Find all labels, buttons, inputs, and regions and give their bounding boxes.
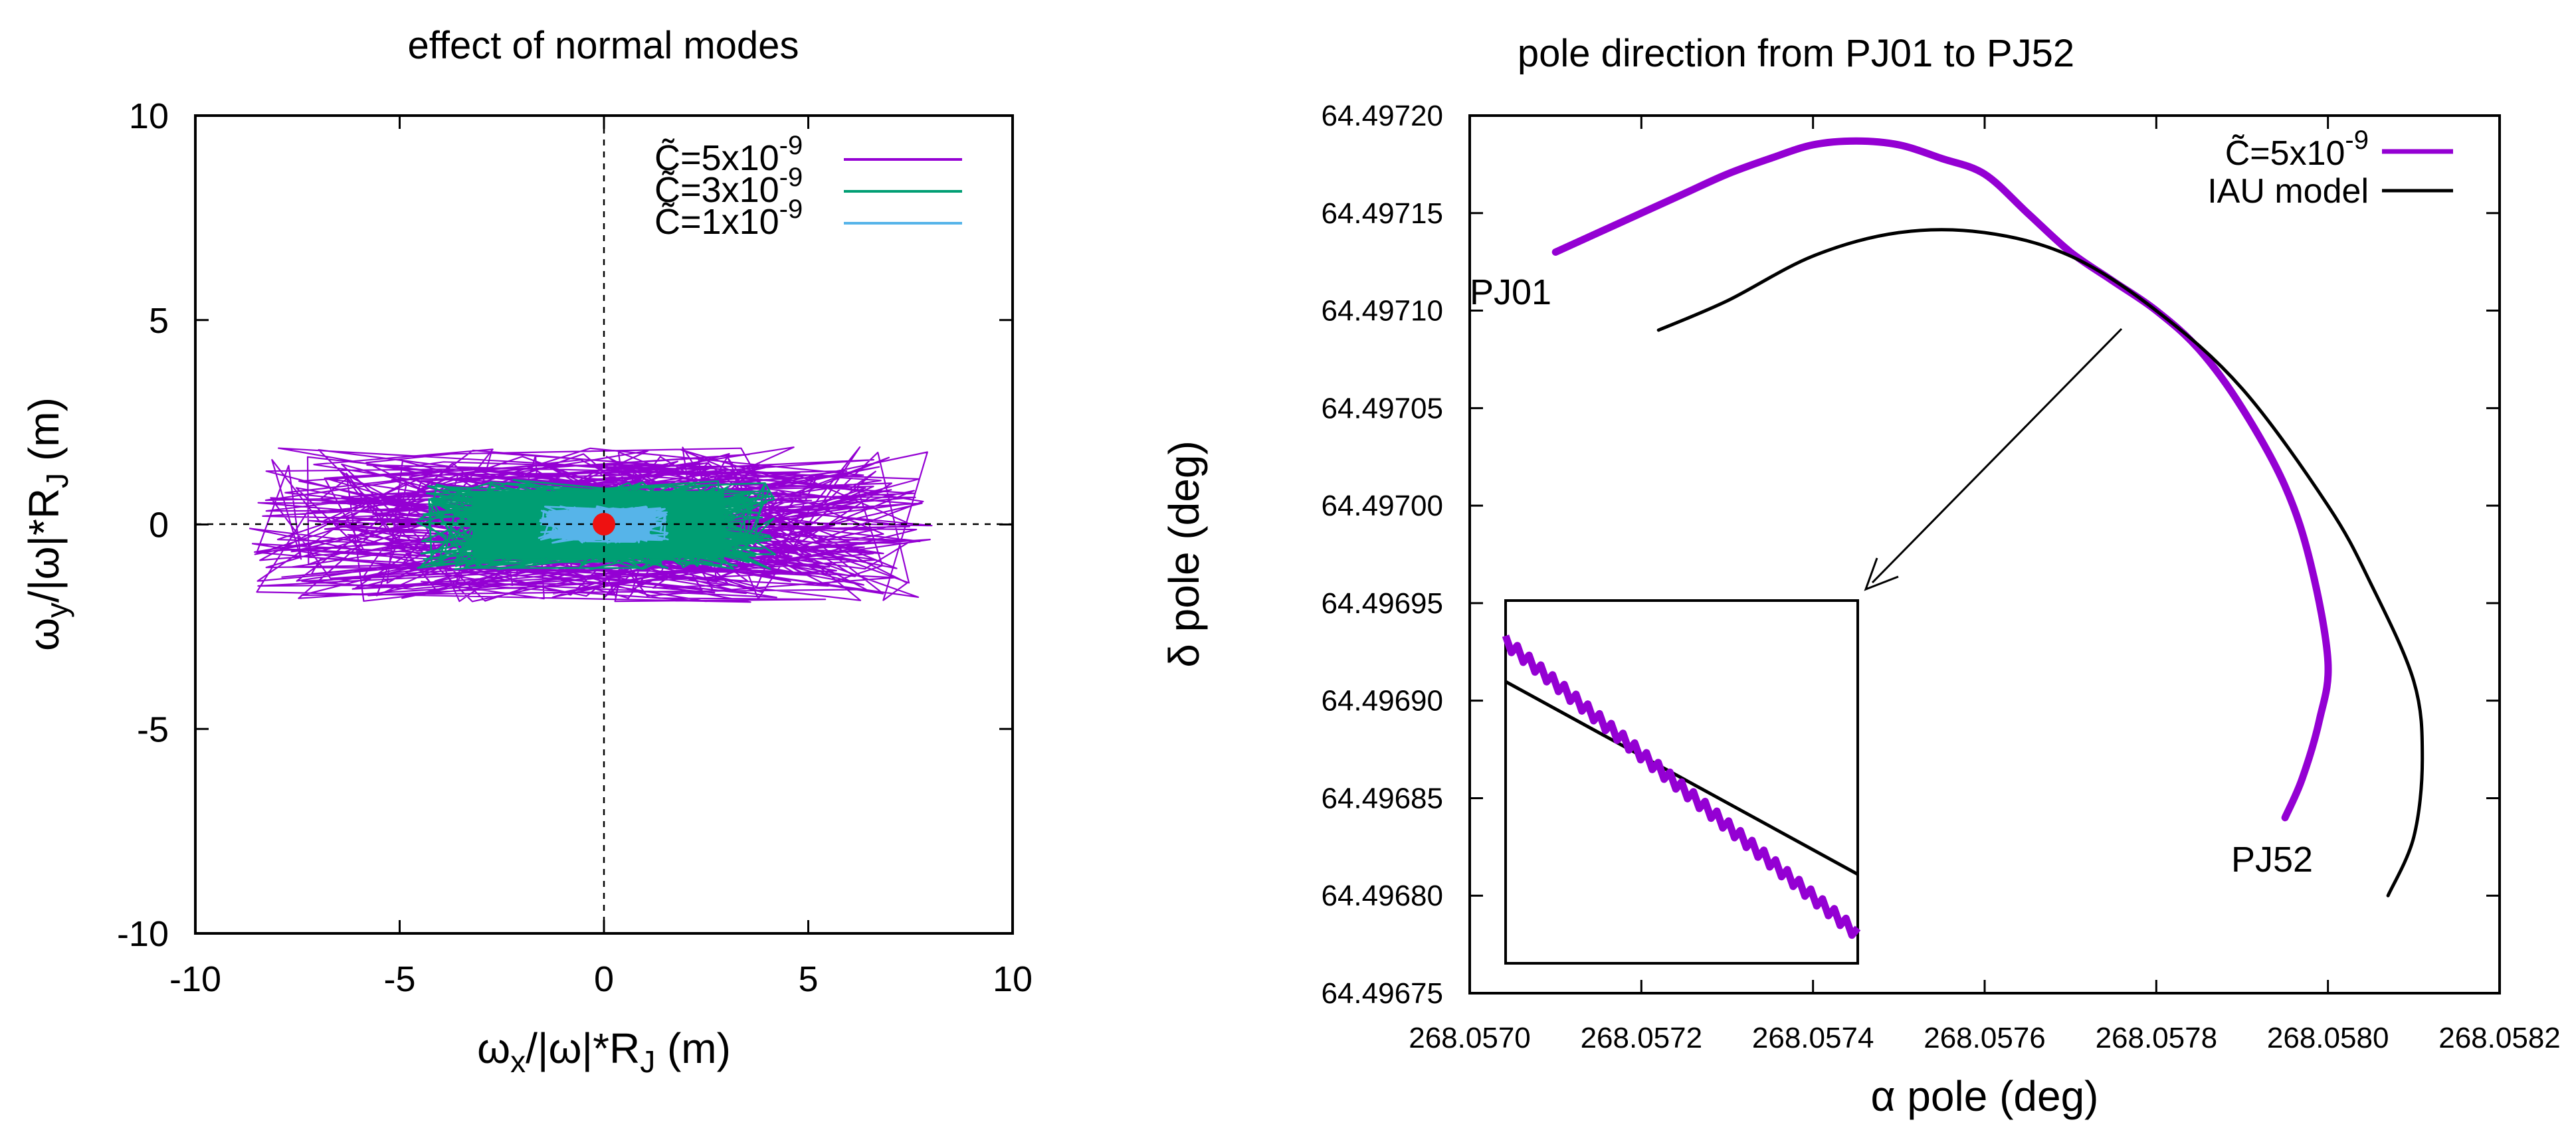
left-legend-item-1: C̃=5x10-9 [654,131,962,178]
right-y-tick-label: 64.49720 [1321,100,1443,132]
right-x-tick-label: 268.0576 [1924,1022,2046,1054]
right-legend-label-2: IAU model [2207,172,2369,211]
annotation-pj52: PJ52 [2231,840,2313,880]
right-legend-label-1: C̃=5x10-9 [2225,126,2369,173]
inset-iau-line [1504,680,1859,876]
right-x-tick-label: 268.0582 [2438,1022,2561,1054]
left-legend: C̃=5x10-9 C̃=3x10-9 C̃=1x10-9 [654,131,962,242]
series-c5e-9-line [1551,137,2332,822]
left-x-tick-label: 10 [993,959,1033,999]
left-legend-label-2: C̃=3x10-9 [654,163,803,210]
annotation-pj01: PJ01 [1470,272,1551,312]
right-y-tick-label: 64.49700 [1321,490,1443,522]
right-y-tick-label: 64.49690 [1321,685,1443,717]
left-legend-label-1: C̃=5x10-9 [654,131,803,178]
right-chart: pole direction from PJ01 to PJ52 268.057… [1160,32,2561,1120]
zoom-inset [1502,599,1861,965]
left-chart-title: effect of normal modes [408,24,799,67]
right-series-layer [1551,137,2425,898]
right-chart-title: pole direction from PJ01 to PJ52 [1518,32,2074,75]
right-x-tick-label: 268.0578 [2096,1022,2218,1054]
right-y-tick-label: 64.49715 [1321,197,1443,230]
right-legend-item-2: IAU model [2207,172,2453,211]
left-x-tick-label: -10 [169,959,221,999]
zoom-arrow [1871,328,2123,584]
left-plot-frame [194,114,1014,935]
left-y-tick-label: -5 [137,710,169,749]
right-y-axis-label: δ pole (deg) [1160,440,1208,668]
left-x-tick-label: 0 [594,959,614,999]
left-chart: effect of normal modes -10 -5 0 5 10 -10 -5 0 5 1… [20,24,1033,1079]
right-x-tick-label: 268.0580 [2267,1022,2389,1054]
left-x-tick-label: -5 [383,959,415,999]
right-y-tick-label: 64.49675 [1321,977,1443,1010]
right-x-tick-label: 268.0572 [1581,1022,1703,1054]
inset-series-line [1502,634,1861,939]
right-y-tick-label: 64.49680 [1321,880,1443,912]
left-x-tick-label: 5 [798,959,818,999]
right-y-tick-label: 64.49710 [1321,295,1443,328]
left-y-tick-label: 10 [129,96,169,136]
right-legend: C̃=5x10-9 IAU model [2207,126,2453,211]
right-axis-ticks: 268.0570 268.0572 268.0574 268.0576 268.0578… [1321,100,2560,1054]
right-x-tick-label: 268.0574 [1752,1022,1874,1054]
series-iau-model-line [1656,228,2425,898]
left-axis-ticks: -10 -5 0 5 10 -10 -5 0 5 10 [117,96,1033,999]
zoom-arrowhead [1864,557,1899,591]
left-x-axis-label: ωx/|ω|*RJ (m) [477,1024,731,1079]
left-y-axis-label: ωy/|ω|*RJ (m) [20,397,74,651]
right-legend-item-1: C̃=5x10-9 [2225,126,2453,173]
right-y-tick-label: 64.49685 [1321,782,1443,814]
left-legend-item-3: C̃=1x10-9 [654,195,962,242]
inset-lines [1502,634,1861,939]
left-y-tick-label: 0 [149,506,169,545]
right-y-tick-label: 64.49695 [1321,587,1443,620]
left-legend-item-2: C̃=3x10-9 [654,163,962,210]
left-y-tick-label: 5 [149,301,169,341]
right-plot-frame [1468,114,2501,995]
left-legend-label-3: C̃=1x10-9 [654,195,803,242]
right-y-tick-label: 64.49705 [1321,392,1443,425]
right-x-tick-label: 268.0570 [1409,1022,1531,1054]
left-y-tick-label: -10 [117,914,169,954]
left-origin-marker [593,513,615,535]
right-x-axis-label: α pole (deg) [1871,1072,2099,1120]
